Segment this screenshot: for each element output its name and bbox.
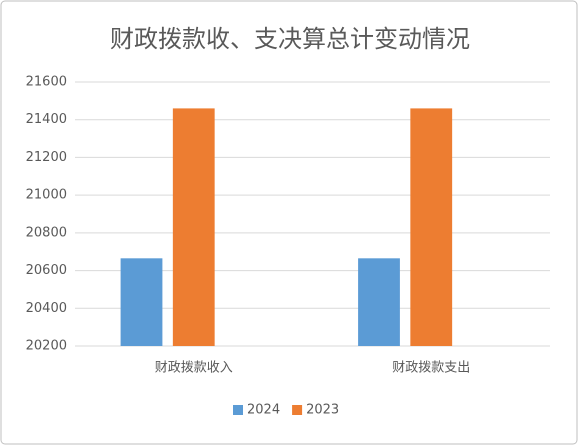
chart-title: 财政拨款收、支决算总计变动情况 [110,25,470,53]
y-tick-label: 21000 [26,188,67,203]
y-tick-label: 21200 [26,150,67,165]
y-tick-label: 20800 [26,225,67,240]
y-tick-label: 20200 [26,339,67,354]
legend-label: 2023 [306,403,339,418]
y-tick-label: 21400 [26,112,67,127]
bar [410,108,453,347]
x-tick-label: 财政拨款支出 [392,361,470,376]
x-tick-label: 财政拨款收入 [155,361,233,376]
bar [172,108,215,347]
legend-label: 2024 [247,403,280,418]
legend-swatch [292,405,303,415]
bar [358,258,400,346]
legend-swatch [233,405,243,415]
bar [120,258,163,346]
y-tick-label: 20600 [26,263,67,278]
y-tick-label: 20400 [26,301,67,316]
y-tick-label: 21600 [26,75,67,90]
